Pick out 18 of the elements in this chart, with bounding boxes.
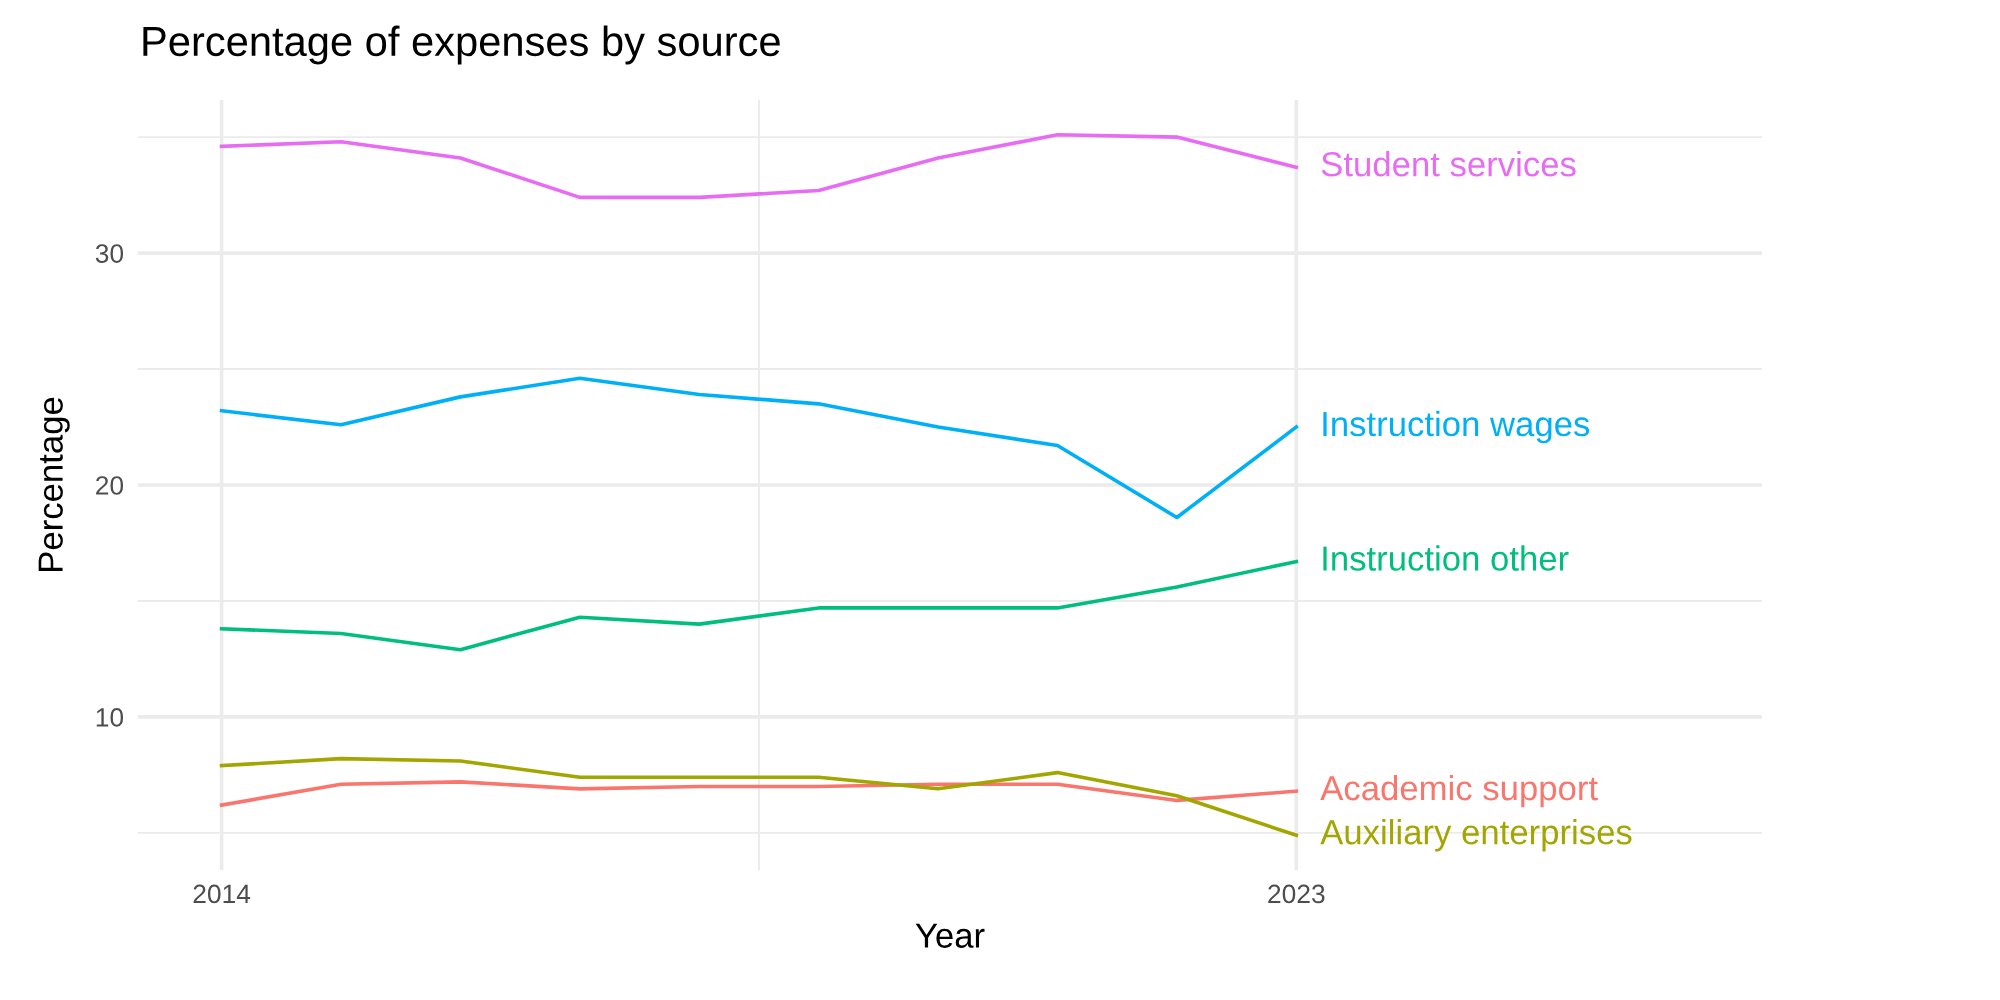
line-series — [219, 376, 1299, 520]
x-tick-label: 2023 — [1268, 884, 1325, 904]
line-series — [219, 780, 1299, 807]
series-label: Academic support — [1320, 774, 1598, 808]
y-tick-label: 10 — [96, 708, 124, 727]
line-series — [219, 559, 1299, 652]
y-tick-label: 30 — [95, 244, 124, 263]
x-axis-title: Year — [915, 923, 985, 948]
series-label: Instruction wages — [1323, 410, 1590, 444]
series-label: Auxiliary enterprises — [1320, 819, 1632, 852]
series-label: Instruction other — [1323, 545, 1569, 571]
line-series — [219, 756, 1299, 838]
line-series — [219, 132, 1299, 200]
x-tick-label: 2014 — [193, 884, 251, 904]
chart-title: Percentage of expenses by source — [143, 25, 780, 65]
y-axis-title: Percentage — [38, 397, 70, 571]
series-label: Student services — [1321, 151, 1576, 177]
y-tick-label: 20 — [96, 476, 124, 495]
